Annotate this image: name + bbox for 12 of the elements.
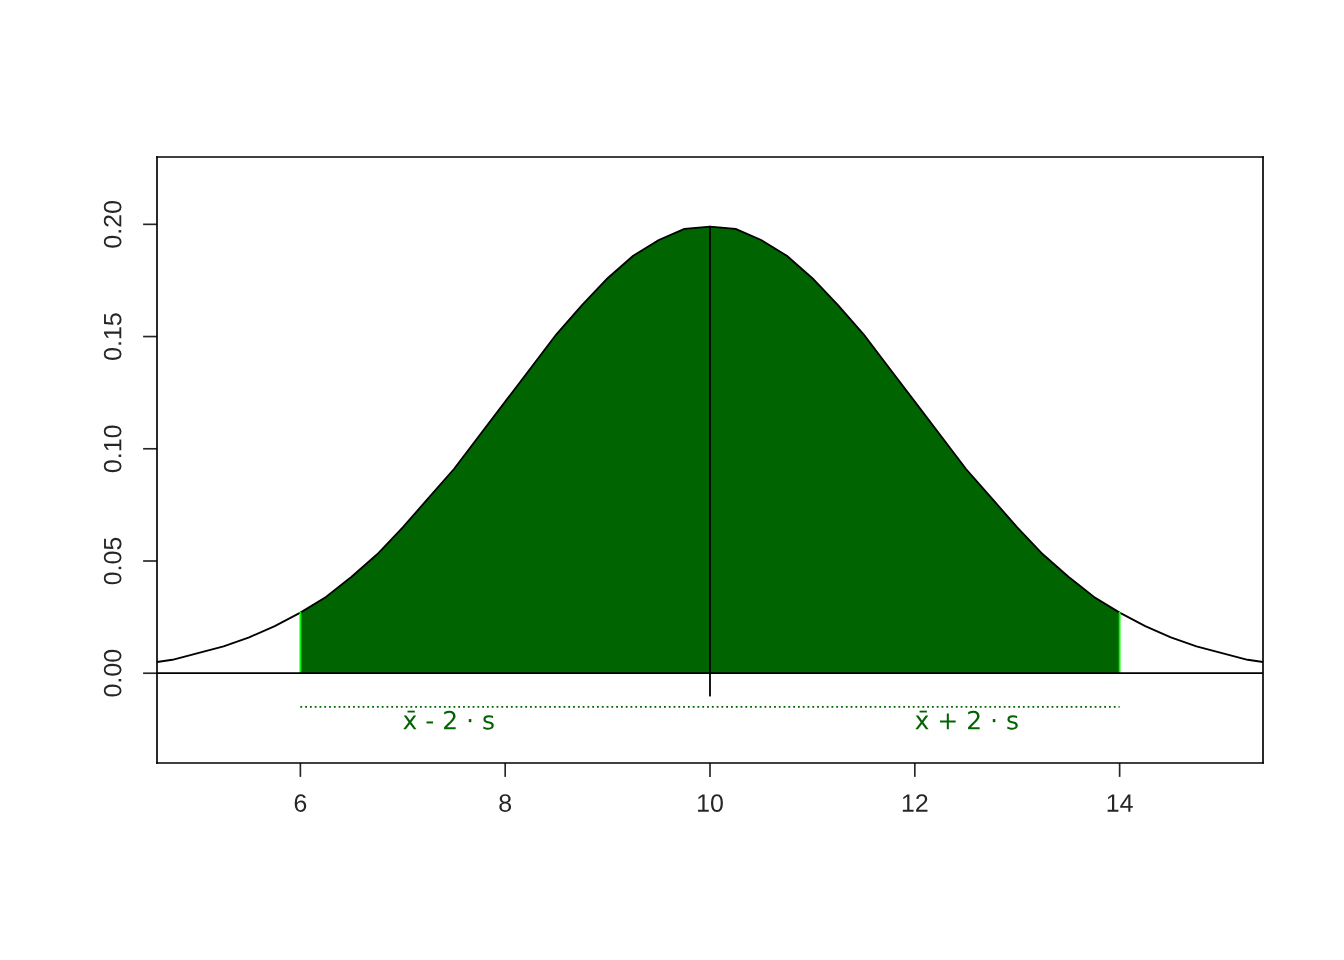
y-tick-label: 0.05 [103,537,122,585]
x-tick-label: 12 [902,794,928,812]
x-tick-label: 10 [698,794,723,812]
y-tick-label: 0.10 [103,425,122,473]
annotation: x̄ - 2 · s [403,710,494,730]
x-tick-label: 14 [1107,794,1133,812]
x-tick-label: 6 [294,794,307,812]
y-tick-label: 0.00 [103,649,122,697]
annotation: x̄ + 2 · s [915,710,1018,730]
y-tick-label: 0.20 [103,200,122,248]
y-tick-label: 0.15 [103,313,122,360]
x-tick-label: 8 [499,794,512,812]
